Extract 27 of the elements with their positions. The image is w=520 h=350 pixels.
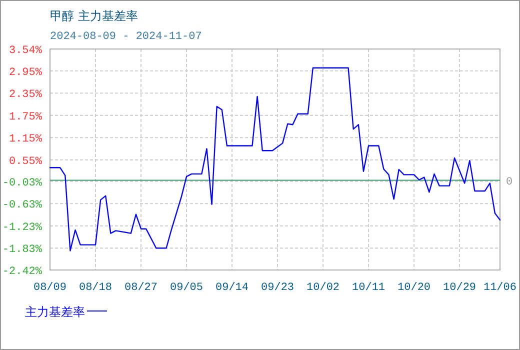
x-tick-label: 11/06 <box>483 282 517 294</box>
y-tick-label: -0.03% <box>2 177 42 190</box>
y-tick-label: 2.35% <box>8 89 42 102</box>
y-tick-label: -0.63% <box>2 200 42 212</box>
y-tick-label: 0.55% <box>8 156 42 168</box>
y-tick-label: 1.75% <box>8 111 42 124</box>
legend-label: 主力基差率 <box>25 305 85 319</box>
x-tick-label: 08/27 <box>124 282 158 294</box>
chart-subtitle: 2024-08-09 - 2024-11-07 <box>50 31 202 43</box>
x-tick-label: 09/23 <box>261 282 294 294</box>
x-tick-label: 10/29 <box>443 282 476 294</box>
x-tick-label: 08/09 <box>33 282 67 294</box>
y-tick-label: -2.42% <box>2 266 42 278</box>
chart-title: 甲醇 主力基差率 <box>50 9 138 23</box>
y-tick-label: 2.95% <box>8 66 42 79</box>
x-tick-label: 10/20 <box>398 282 431 294</box>
ref-line-label: 0 <box>506 176 513 188</box>
y-tick-label: 1.15% <box>8 134 42 146</box>
x-tick-label: 10/11 <box>352 282 386 294</box>
y-tick-label: 3.54% <box>8 45 42 57</box>
y-tick-label: -1.83% <box>2 244 42 256</box>
line-series <box>49 67 501 252</box>
x-tick-label: 09/14 <box>216 282 249 294</box>
x-tick-label: 08/18 <box>79 282 112 294</box>
y-tick-label: -1.23% <box>2 222 42 234</box>
x-tick-label: 10/02 <box>306 282 340 294</box>
x-tick-label: 09/05 <box>170 282 204 294</box>
